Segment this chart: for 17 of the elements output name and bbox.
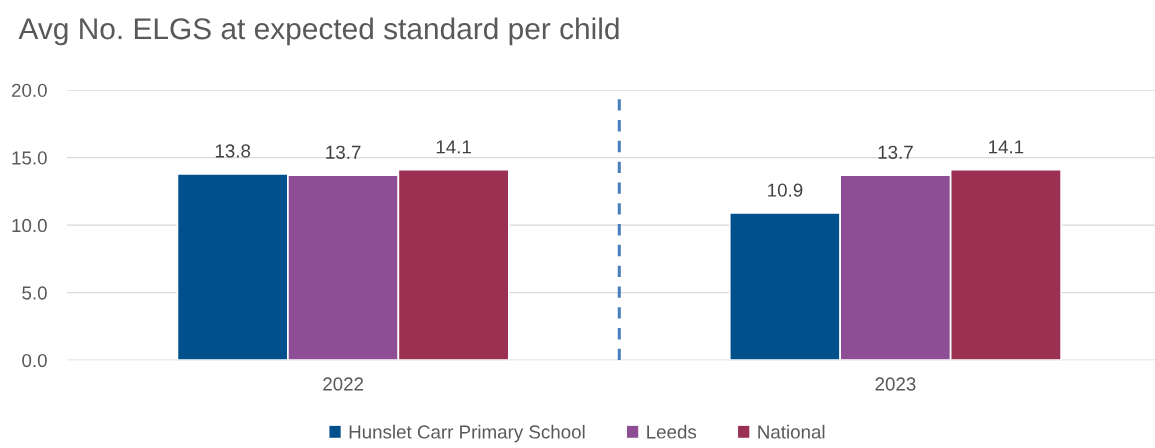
data-label: 10.9 [768, 183, 803, 197]
legend-label: Hunslet Carr Primary School [349, 424, 585, 443]
y-tick-label: 5.0 [22, 286, 47, 300]
chart-title: Avg No. ELGS at expected standard per child [18, 17, 619, 46]
y-tick-label: 20.0 [12, 83, 47, 98]
legend-label: National [758, 424, 825, 439]
y-tick-label: 10.0 [12, 218, 47, 233]
data-label: 13.7 [326, 145, 361, 159]
data-label: 14.1 [989, 140, 1024, 154]
y-tick-label: 0.0 [22, 353, 47, 368]
x-tick-label: 2022 [323, 377, 364, 391]
x-tick-label: 2023 [875, 377, 916, 391]
data-label: 14.1 [436, 140, 471, 154]
legend-label: Leeds [647, 424, 697, 439]
y-tick-label: 15.0 [12, 151, 47, 165]
data-label: 13.7 [878, 145, 913, 159]
data-label: 13.8 [215, 144, 251, 158]
